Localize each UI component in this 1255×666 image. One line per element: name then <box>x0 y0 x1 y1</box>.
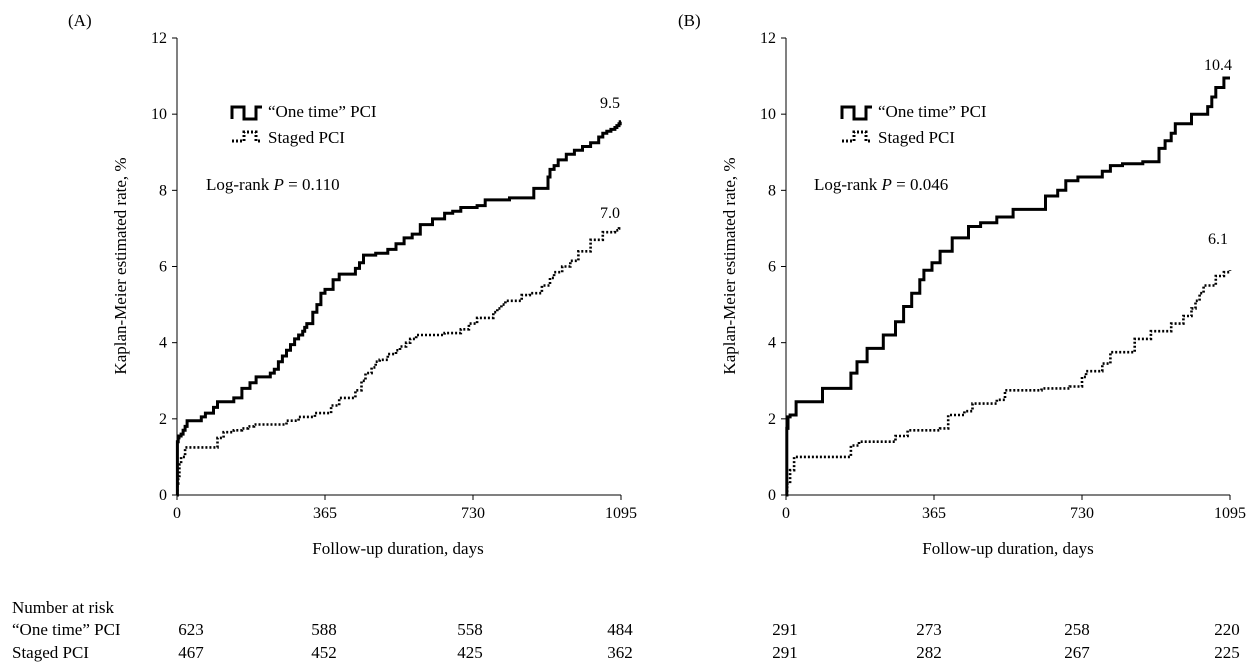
risk-a-one-time-0: 623 <box>178 620 204 639</box>
panel-b-x-tick-label: 0 <box>782 505 790 522</box>
panel-a-y-tick-label: 8 <box>159 182 167 199</box>
panel-a-y-tick-label: 12 <box>151 30 167 47</box>
panel-b-y-tick-label: 2 <box>768 411 776 428</box>
panel-b-legend: “One time” PCI Staged PCI <box>840 102 987 147</box>
panel-b-x-tick-label: 365 <box>922 505 946 522</box>
risk-staged-value: 362 <box>607 643 633 662</box>
panel-b-y-axis-label: Kaplan-Meier estimated rate, % <box>720 157 739 374</box>
panel-b-y-tick-label: 6 <box>768 259 776 276</box>
panel-a-legend: “One time” PCI Staged PCI <box>230 102 377 147</box>
panel-b: (B) Kaplan-Meier estimated rate, % Follo… <box>678 11 1246 558</box>
panel-a-logrank-annotation: Log-rank P = 0.110 <box>206 175 340 194</box>
panel-a-y-tick-label: 2 <box>159 411 167 428</box>
risk-a-one-time-730: 558 <box>457 620 483 639</box>
panel-b-y-tick-label: 0 <box>768 487 776 504</box>
risk-b-one-time-1095: 220 <box>1214 620 1240 639</box>
panel-a-legend-dotted-label: Staged PCI <box>268 128 345 147</box>
panel-a-y-tick-label: 6 <box>159 259 167 276</box>
panel-b-y-tick-label: 12 <box>760 30 776 47</box>
panel-b-legend-dotted-label: Staged PCI <box>878 128 955 147</box>
panel-b-x-tick-label: 730 <box>1070 505 1094 522</box>
risk-b-one-time-730: 258 <box>1064 620 1090 639</box>
risk-staged-value: 425 <box>457 643 483 662</box>
panel-a-x-tick-label: 0 <box>173 505 181 522</box>
risk-row-label-one-time: “One time” PCI <box>12 620 121 639</box>
panel-b-series-staged-pci-line <box>785 270 1232 497</box>
panel-b-logrank-annotation: Log-rank P = 0.046 <box>814 175 948 194</box>
panel-a-label: (A) <box>68 11 92 30</box>
risk-staged-value: 452 <box>311 643 337 662</box>
panel-a: (A) Kaplan-Meier estimated rate, % Follo… <box>68 11 637 558</box>
panel-a-x-tick-label: 1095 <box>605 505 637 522</box>
panel-b-dotted-end-label: 6.1 <box>1208 231 1228 248</box>
panel-b-series-one-time-pci-line <box>785 76 1230 497</box>
panel-b-label: (B) <box>678 11 701 30</box>
panel-b-x-tick-label: 1095 <box>1214 505 1246 522</box>
risk-staged-value: 267 <box>1064 643 1090 662</box>
risk-row-label-staged: Staged PCI <box>12 643 89 662</box>
risk-a-one-time-365: 588 <box>311 620 337 639</box>
panel-a-x-tick-label: 730 <box>461 505 485 522</box>
panel-b-legend-solid-label: “One time” PCI <box>878 102 987 121</box>
panel-a-legend-solid-sample <box>230 105 262 121</box>
panel-b-legend-solid-sample <box>840 105 872 121</box>
panel-b-solid-end-label: 10.4 <box>1204 57 1232 74</box>
panel-a-solid-end-label: 9.5 <box>600 95 620 112</box>
risk-staged-value: 291 <box>772 643 798 662</box>
panel-a-y-tick-label: 0 <box>159 487 167 504</box>
risk-staged-value: 467 <box>178 643 204 662</box>
panel-b-y-tick-label: 10 <box>760 106 776 123</box>
panel-a-x-axis-label: Follow-up duration, days <box>312 539 483 558</box>
risk-staged-value: 282 <box>916 643 942 662</box>
panel-a-series-staged-pci-line <box>176 227 621 497</box>
panel-a-series-one-time-pci-line <box>175 120 622 497</box>
panel-a-legend-solid-label: “One time” PCI <box>268 102 377 121</box>
panel-a-dotted-end-label: 7.0 <box>600 205 620 222</box>
panel-a-legend-dotted-sample <box>232 130 262 143</box>
panel-a-y-tick-label: 10 <box>151 106 167 123</box>
risk-table-title: Number at risk <box>12 598 114 617</box>
risk-b-one-time-0: 291 <box>772 620 798 639</box>
panel-a-y-tick-label: 4 <box>159 335 167 352</box>
panel-a-y-axis-label: Kaplan-Meier estimated rate, % <box>111 157 130 374</box>
risk-a-one-time-1095: 484 <box>607 620 633 639</box>
panel-b-y-tick-label: 8 <box>768 182 776 199</box>
risk-b-one-time-365: 273 <box>916 620 942 639</box>
panel-a-x-tick-label: 365 <box>313 505 337 522</box>
risk-staged-value: 225 <box>1214 643 1240 662</box>
panel-b-y-tick-label: 4 <box>768 335 776 352</box>
panel-b-x-axis-label: Follow-up duration, days <box>922 539 1093 558</box>
panel-b-legend-dotted-sample <box>842 130 872 143</box>
